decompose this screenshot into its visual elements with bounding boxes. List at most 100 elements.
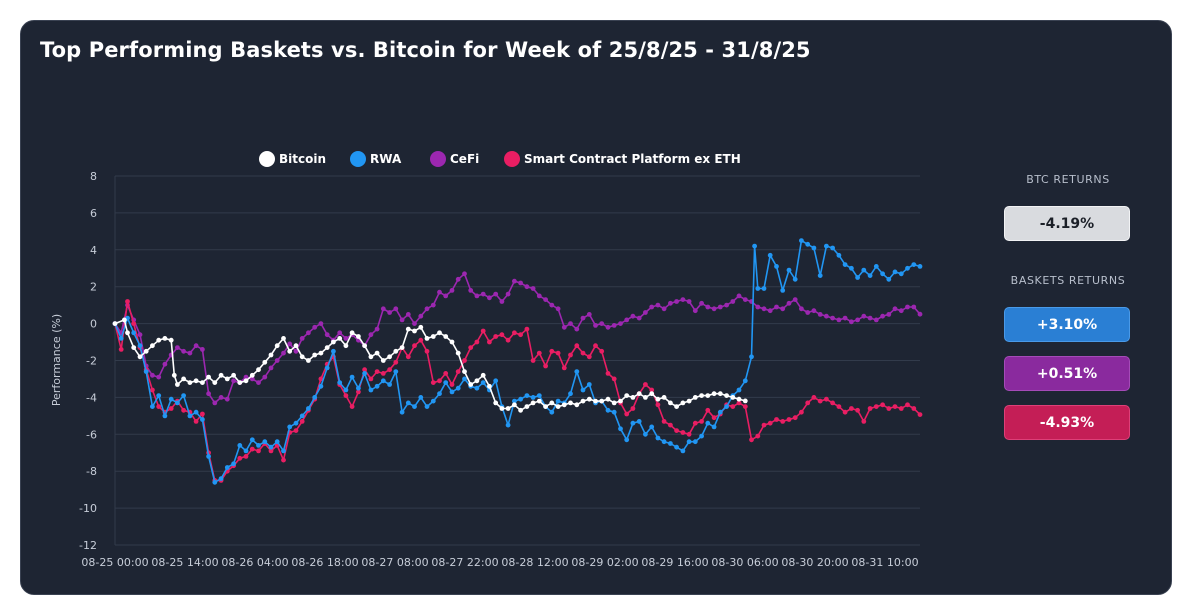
data-point[interactable] [699, 300, 704, 306]
data-point[interactable] [611, 323, 617, 328]
data-point[interactable] [805, 310, 811, 315]
data-point[interactable] [312, 352, 318, 358]
data-point[interactable] [430, 380, 436, 385]
data-point[interactable] [231, 461, 237, 467]
data-point[interactable] [867, 315, 873, 321]
data-point[interactable] [268, 365, 274, 371]
data-point[interactable] [892, 404, 898, 409]
data-point[interactable] [692, 395, 698, 400]
data-point[interactable] [243, 374, 249, 380]
data-point[interactable] [586, 312, 592, 317]
data-point[interactable] [193, 409, 199, 415]
data-point[interactable] [430, 334, 436, 339]
data-point[interactable] [181, 407, 187, 413]
data-point[interactable] [830, 400, 835, 406]
data-point[interactable] [580, 315, 586, 321]
data-point[interactable] [493, 378, 499, 384]
legend[interactable]: Bitcoin RWA CeFi Smart Contract Platform ex… [259, 151, 741, 167]
data-point[interactable] [898, 308, 904, 314]
data-point[interactable] [543, 404, 548, 409]
data-point[interactable] [349, 404, 355, 409]
data-point[interactable] [555, 404, 561, 409]
data-point[interactable] [780, 419, 786, 424]
data-point[interactable] [324, 365, 330, 371]
data-point[interactable] [786, 417, 792, 422]
data-point[interactable] [493, 334, 499, 339]
data-point[interactable] [518, 332, 523, 338]
data-point[interactable] [512, 402, 517, 408]
data-point[interactable] [774, 304, 779, 310]
data-point[interactable] [393, 306, 399, 312]
data-point[interactable] [661, 439, 667, 445]
data-point[interactable] [171, 372, 177, 378]
data-point[interactable] [711, 391, 717, 397]
data-point[interactable] [752, 243, 757, 249]
data-point[interactable] [905, 265, 910, 271]
data-point[interactable] [680, 400, 686, 406]
data-point[interactable] [181, 348, 187, 354]
data-point[interactable] [549, 302, 555, 308]
data-point[interactable] [655, 402, 661, 408]
data-point[interactable] [418, 337, 424, 343]
data-point[interactable] [181, 393, 187, 398]
data-point[interactable] [405, 326, 411, 332]
data-point[interactable] [462, 358, 467, 363]
data-point[interactable] [449, 389, 455, 395]
data-point[interactable] [256, 443, 261, 448]
data-point[interactable] [499, 406, 505, 411]
data-point[interactable] [536, 293, 542, 299]
data-point[interactable] [324, 345, 330, 350]
data-point[interactable] [761, 306, 767, 312]
data-point[interactable] [487, 383, 492, 389]
data-point[interactable] [630, 395, 636, 400]
data-point[interactable] [624, 317, 630, 323]
data-point[interactable] [730, 299, 736, 304]
data-point[interactable] [468, 345, 474, 350]
data-point[interactable] [299, 354, 305, 360]
data-point[interactable] [343, 387, 349, 393]
data-point[interactable] [268, 448, 274, 454]
data-point[interactable] [736, 293, 742, 299]
data-point[interactable] [799, 306, 804, 312]
data-point[interactable] [830, 245, 835, 251]
data-point[interactable] [736, 396, 742, 402]
data-point[interactable] [193, 378, 199, 384]
data-point[interactable] [262, 359, 268, 365]
data-point[interactable] [586, 396, 592, 402]
data-point[interactable] [605, 407, 611, 413]
data-point[interactable] [599, 398, 605, 404]
data-point[interactable] [243, 448, 249, 454]
data-point[interactable] [412, 404, 417, 409]
data-point[interactable] [911, 406, 917, 411]
data-point[interactable] [880, 271, 885, 277]
data-point[interactable] [243, 454, 249, 459]
data-point[interactable] [605, 371, 611, 376]
data-point[interactable] [518, 407, 523, 413]
data-point[interactable] [512, 398, 517, 404]
data-point[interactable] [593, 323, 598, 328]
data-point[interactable] [611, 376, 617, 382]
data-point[interactable] [724, 404, 729, 409]
data-point[interactable] [412, 328, 417, 334]
data-point[interactable] [842, 315, 848, 321]
data-point[interactable] [218, 395, 224, 400]
data-point[interactable] [811, 308, 817, 314]
data-point[interactable] [175, 345, 180, 350]
data-point[interactable] [405, 354, 411, 360]
data-point[interactable] [867, 406, 873, 411]
data-point[interactable] [418, 313, 424, 319]
data-point[interactable] [293, 420, 299, 426]
data-point[interactable] [574, 402, 580, 408]
data-point[interactable] [755, 286, 761, 291]
data-point[interactable] [249, 372, 255, 378]
data-point[interactable] [206, 454, 212, 459]
data-point[interactable] [780, 288, 786, 293]
data-point[interactable] [412, 321, 417, 326]
data-point[interactable] [643, 382, 648, 387]
data-point[interactable] [593, 343, 598, 349]
data-point[interactable] [249, 376, 255, 382]
data-point[interactable] [705, 407, 711, 413]
data-point[interactable] [449, 288, 455, 293]
data-point[interactable] [505, 337, 511, 343]
data-point[interactable] [262, 374, 268, 380]
